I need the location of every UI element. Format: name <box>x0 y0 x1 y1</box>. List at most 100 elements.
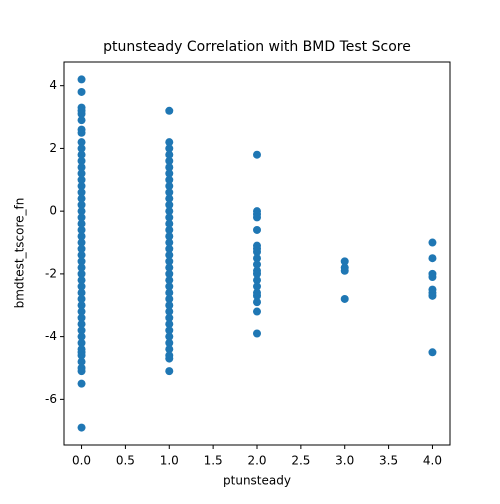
point <box>253 329 261 338</box>
point <box>165 219 174 228</box>
point <box>77 379 86 388</box>
point <box>77 326 86 335</box>
chart-title: ptunsteady Correlation with BMD Test Sco… <box>103 39 411 55</box>
point <box>77 207 86 216</box>
point <box>165 288 174 297</box>
x-tick-label: 3.0 <box>335 454 354 468</box>
y-axis-label: bmdtest_tscore_fn <box>13 198 27 309</box>
point <box>77 144 86 153</box>
point <box>77 116 86 125</box>
point <box>428 291 437 300</box>
point <box>77 276 86 285</box>
point <box>77 194 86 203</box>
point <box>165 144 174 153</box>
point <box>165 175 174 184</box>
point <box>77 367 86 376</box>
point <box>165 345 174 354</box>
x-tick-label: 3.5 <box>379 454 398 468</box>
point <box>165 150 174 159</box>
point <box>253 150 261 159</box>
x-tick-label: 1.5 <box>204 454 223 468</box>
point <box>77 232 86 241</box>
point <box>428 254 437 263</box>
point <box>77 87 86 96</box>
point <box>77 219 86 228</box>
point <box>77 423 86 432</box>
point <box>77 294 86 303</box>
point <box>77 269 86 278</box>
point <box>165 200 174 209</box>
plot-frame <box>63 61 451 446</box>
point <box>77 109 86 118</box>
x-tick-label: 2.0 <box>247 454 266 468</box>
point <box>165 367 174 376</box>
x-tick-label: 2.5 <box>291 454 310 468</box>
point <box>77 301 86 310</box>
y-tick-label: 2 <box>49 141 57 155</box>
point <box>77 156 86 165</box>
point <box>428 348 437 357</box>
point <box>253 213 261 222</box>
point <box>77 357 86 366</box>
point <box>77 332 86 341</box>
point <box>165 213 174 222</box>
point <box>165 232 174 241</box>
point <box>77 163 86 172</box>
point <box>165 313 174 322</box>
point <box>77 282 86 291</box>
point <box>77 182 86 191</box>
y-tick-label: -2 <box>45 266 57 280</box>
y-tick-label: -6 <box>45 392 57 406</box>
point <box>253 307 261 316</box>
point <box>77 313 86 322</box>
point <box>77 138 86 147</box>
point <box>165 207 174 216</box>
point <box>165 182 174 191</box>
x-tick-label: 1.0 <box>160 454 179 468</box>
point <box>165 282 174 291</box>
y-tick-label: 4 <box>49 78 57 92</box>
point <box>77 307 86 316</box>
point <box>77 150 86 159</box>
point <box>165 263 174 272</box>
point <box>253 291 261 300</box>
y-tick-label: 0 <box>49 204 57 218</box>
x-tick-label: 4.0 <box>423 454 442 468</box>
point <box>165 169 174 178</box>
point <box>77 200 86 209</box>
point <box>165 332 174 341</box>
x-tick-label: 0.0 <box>72 454 91 468</box>
point <box>77 257 86 266</box>
point <box>165 354 174 363</box>
point <box>165 294 174 303</box>
point <box>165 326 174 335</box>
point <box>77 169 86 178</box>
point <box>253 247 261 256</box>
point <box>253 269 261 278</box>
point <box>165 138 174 147</box>
point <box>77 188 86 197</box>
point <box>253 298 261 307</box>
point <box>77 251 86 260</box>
point <box>253 282 261 291</box>
point <box>77 351 86 360</box>
point <box>77 225 86 234</box>
x-axis-label: ptunsteady <box>223 474 291 488</box>
point <box>165 276 174 285</box>
point <box>165 194 174 203</box>
x-tick-label: 0.5 <box>116 454 135 468</box>
point <box>340 294 349 303</box>
point <box>165 257 174 266</box>
point <box>428 273 437 282</box>
point <box>77 320 86 329</box>
point <box>77 75 86 84</box>
point <box>165 320 174 329</box>
point <box>77 288 86 297</box>
point <box>428 238 437 247</box>
point <box>165 269 174 278</box>
point <box>165 244 174 253</box>
point <box>77 263 86 272</box>
point <box>77 213 86 222</box>
point <box>165 251 174 260</box>
